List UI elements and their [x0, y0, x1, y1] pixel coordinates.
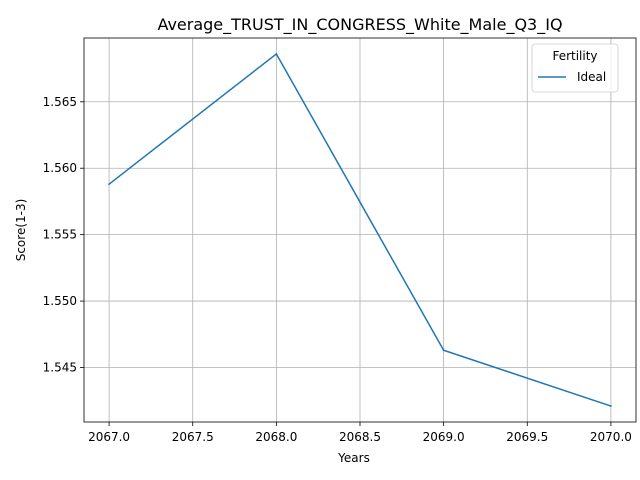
x-tick-label: 2068.0 [255, 430, 297, 444]
y-tick-label: 1.550 [43, 294, 77, 308]
legend-box [531, 43, 619, 93]
legend-entry-label: Ideal [577, 70, 606, 84]
data-point [610, 405, 612, 407]
plot-frame [83, 37, 637, 423]
axis-ticks: 2067.0 2067.5 2068.0 2068.5 2069.0 2069.5 2070… [43, 95, 632, 444]
y-tick-label: 1.560 [43, 161, 77, 175]
data-point [275, 53, 278, 55]
series-line-ideal [108, 53, 612, 407]
x-tick-label: 2069.5 [506, 430, 548, 444]
data-point [442, 349, 445, 352]
legend-title: Fertility [552, 49, 597, 63]
y-tick-label: 1.565 [43, 95, 77, 109]
legend: Fertility Ideal [531, 43, 619, 93]
x-tick-label: 2067.0 [88, 430, 130, 444]
x-tick-label: 2068.5 [339, 430, 381, 444]
y-tick-label: 1.555 [43, 228, 77, 242]
chart-title: Average_TRUST_IN_CONGRESS_White_Male_Q3_… [157, 15, 562, 35]
x-axis-label: Years [337, 451, 370, 465]
y-axis-label: Score(1-3) [14, 199, 28, 262]
x-tick-label: 2070.0 [590, 430, 632, 444]
data-point [108, 183, 110, 186]
x-tick-label: 2069.0 [423, 430, 465, 444]
y-tick-label: 1.545 [43, 361, 77, 375]
grid-lines [84, 38, 636, 422]
x-tick-label: 2067.5 [172, 430, 214, 444]
series-lines [108, 53, 612, 407]
